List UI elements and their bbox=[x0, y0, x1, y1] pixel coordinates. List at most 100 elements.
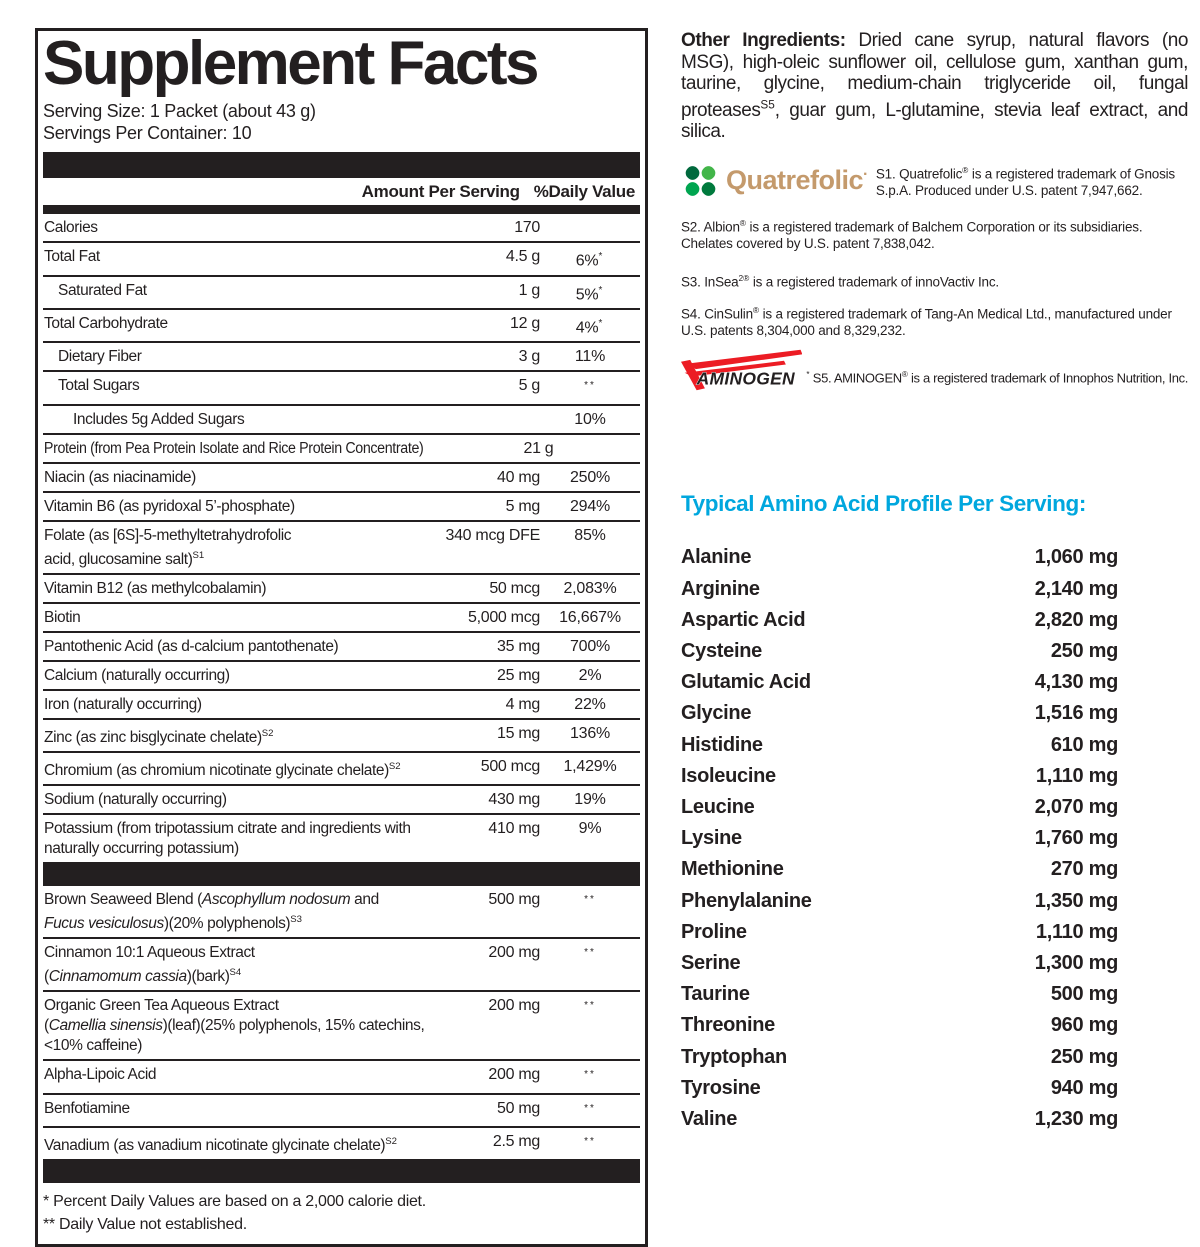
row-name: Total Sugars bbox=[58, 377, 140, 395]
table-row: Sodium (naturally occurring) 430 mg 19% bbox=[43, 784, 640, 813]
row-daily-value: 1,429% bbox=[563, 757, 617, 775]
trademark-note-s3: S3. InSea2® is a registered trademark of… bbox=[681, 273, 999, 290]
row-name: Sodium (naturally occurring) bbox=[44, 791, 227, 809]
other-ingredients-label: Other Ingredients: bbox=[681, 30, 846, 51]
table-row: Dietary Fiber 3 g 11% bbox=[43, 341, 640, 370]
row-name: Biotin bbox=[44, 608, 81, 626]
row-amount: 5 g bbox=[518, 377, 541, 395]
aminogen-trademark-block: AMINOGEN * S5. AMINOGEN® is a registered… bbox=[681, 347, 1188, 393]
row-amount: 40 mg bbox=[497, 468, 540, 486]
footnotes: * Percent Daily Values are based on a 2,… bbox=[43, 1183, 640, 1238]
amino-acid-name: Valine bbox=[681, 1107, 738, 1130]
amino-acid-row: Valine 1,230 mg bbox=[681, 1104, 1118, 1135]
row-name: Vanadium (as vanadium nicotinate glycina… bbox=[44, 1135, 397, 1155]
amino-acid-value: 2,070 mg bbox=[1034, 795, 1119, 818]
row-daily-value: ** bbox=[584, 1069, 596, 1081]
trademark-note-s2: S2. Albion® is a registered trademark of… bbox=[681, 217, 1143, 252]
amino-acid-name: Histidine bbox=[681, 733, 763, 756]
row-name: Includes 5g Added Sugars bbox=[73, 410, 245, 428]
row-name: Niacin (as niacinamide) bbox=[44, 468, 196, 486]
table-row: Niacin (as niacinamide) 40 mg 250% bbox=[43, 461, 640, 491]
row-amount: 340 mcg DFE bbox=[445, 526, 540, 544]
trademark-note-s1: S1. Quatrefolic® is a registered tradema… bbox=[875, 165, 1175, 199]
table-row: Includes 5g Added Sugars 10% bbox=[43, 403, 640, 433]
amino-acid-name: Threonine bbox=[681, 1014, 775, 1037]
table-row: Total Fat 4.5 g 6%* bbox=[43, 241, 640, 274]
row-amount: 50 mcg bbox=[489, 579, 540, 597]
table-row: Saturated Fat 1 g 5%* bbox=[43, 274, 640, 308]
amino-acid-name: Tryptophan bbox=[681, 1045, 787, 1068]
amino-acid-list: Alanine 1,060 mg Arginine 2,140 mg Aspar… bbox=[681, 542, 1118, 1135]
amino-profile-header: Typical Amino Acid Profile Per Serving: bbox=[681, 491, 1086, 517]
clover-icon bbox=[685, 166, 716, 196]
amino-acid-name: Taurine bbox=[681, 983, 750, 1006]
amino-acid-value: 270 mg bbox=[1050, 858, 1118, 881]
row-amount: 500 mg bbox=[488, 891, 540, 909]
aminogen-logo: AMINOGEN bbox=[681, 350, 803, 391]
table-row: Iron (naturally occurring) 4 mg 22% bbox=[43, 688, 640, 718]
row-name: Folate (as [6S]-5-methyltetrahydrofolic a… bbox=[44, 526, 292, 568]
amino-acid-name: Leucine bbox=[681, 795, 755, 818]
row-daily-value: 85% bbox=[574, 526, 606, 544]
table-row: Folate (as [6S]-5-methyltetrahydrofolic a… bbox=[43, 519, 640, 573]
row-daily-value: ** bbox=[584, 1135, 596, 1147]
table-row: Cinnamon 10:1 Aqueous Extract (Cinnamomum… bbox=[43, 937, 640, 990]
row-daily-value: ** bbox=[584, 947, 596, 959]
footnote-not-established: ** Daily Value not established. bbox=[43, 1216, 247, 1234]
servings-per-container: Servings Per Container: 10 bbox=[43, 123, 252, 144]
amino-acid-value: 250 mg bbox=[1050, 639, 1118, 662]
row-daily-value: 136% bbox=[569, 724, 611, 742]
table-row: Pantothenic Acid (as d-calcium pantothen… bbox=[43, 630, 640, 660]
divider-bar-thin bbox=[43, 205, 640, 215]
table-row: Chromium (as chromium nicotinate glycina… bbox=[43, 750, 640, 784]
row-daily-value: 2,083% bbox=[563, 579, 617, 597]
row-daily-value: 700% bbox=[569, 637, 611, 655]
footnote-daily-values: * Percent Daily Values are based on a 2,… bbox=[43, 1193, 426, 1211]
row-amount: 35 mg bbox=[497, 637, 540, 655]
amino-acid-value: 250 mg bbox=[1050, 1045, 1118, 1068]
row-name: Dietary Fiber bbox=[58, 348, 142, 366]
table-row: Vitamin B6 (as pyridoxal 5’-phosphate) 5… bbox=[43, 490, 640, 520]
amino-acid-name: Proline bbox=[681, 920, 747, 943]
row-amount: 1 g bbox=[518, 281, 541, 299]
quatrefolic-trademark-block: Quatrefolic· S1. Quatrefolic® is a regis… bbox=[681, 159, 1188, 203]
amino-acid-value: 1,350 mg bbox=[1034, 889, 1119, 912]
table-row: Calories 170 bbox=[43, 214, 640, 241]
row-daily-value: ** bbox=[584, 894, 596, 906]
table-row: Organic Green Tea Aqueous Extract (Camell… bbox=[43, 990, 640, 1059]
quatrefolic-dot: · bbox=[863, 166, 868, 184]
facts-table-main: Calories 170 Total Fat 4.5 g 6%* Saturat… bbox=[43, 214, 640, 862]
amino-acid-value: 1,110 mg bbox=[1035, 920, 1118, 943]
row-amount: 430 mg bbox=[488, 791, 540, 809]
row-daily-value: ** bbox=[584, 1000, 596, 1012]
row-amount: 21 g bbox=[523, 439, 554, 457]
amino-acid-row: Histidine 610 mg bbox=[681, 730, 1118, 761]
row-name: Benfotiamine bbox=[44, 1099, 130, 1117]
row-amount: 200 mg bbox=[488, 1066, 540, 1084]
amino-acid-row: Serine 1,300 mg bbox=[681, 948, 1118, 979]
trademark-note-s5: * S5. AMINOGEN® is a registered trademar… bbox=[806, 370, 1188, 386]
row-name: Brown Seaweed Blend (Ascophyllum nodosum… bbox=[44, 891, 379, 933]
row-amount: 500 mcg bbox=[480, 757, 541, 775]
row-daily-value: 11% bbox=[574, 348, 606, 366]
table-row: Zinc (as zinc bisglycinate chelate)S2 15… bbox=[43, 717, 640, 751]
aminogen-wordmark: AMINOGEN bbox=[696, 369, 795, 389]
amino-acid-value: 960 mg bbox=[1050, 1014, 1118, 1037]
supplement-facts-panel: Supplement Facts Serving Size: 1 Packet … bbox=[35, 28, 648, 1247]
row-name: Iron (naturally occurring) bbox=[44, 695, 202, 713]
amino-acid-name: Lysine bbox=[681, 827, 742, 850]
amino-acid-name: Aspartic Acid bbox=[681, 608, 806, 631]
column-headers: Amount Per Serving %Daily Value bbox=[43, 178, 640, 205]
row-daily-value: 294% bbox=[569, 497, 611, 515]
daily-value-header: %Daily Value bbox=[533, 182, 636, 202]
row-amount: 15 mg bbox=[497, 724, 540, 742]
amino-acid-row: Glutamic Acid 4,130 mg bbox=[681, 667, 1118, 698]
row-amount: 410 mg bbox=[488, 820, 540, 838]
amino-acid-value: 610 mg bbox=[1050, 733, 1118, 756]
row-amount: 12 g bbox=[510, 314, 540, 332]
row-daily-value: 10% bbox=[574, 410, 606, 428]
amino-acid-row: Leucine 2,070 mg bbox=[681, 792, 1118, 823]
amino-acid-value: 1,060 mg bbox=[1034, 546, 1119, 569]
row-name: Total Fat bbox=[44, 248, 100, 266]
amino-acid-name: Serine bbox=[681, 951, 741, 974]
